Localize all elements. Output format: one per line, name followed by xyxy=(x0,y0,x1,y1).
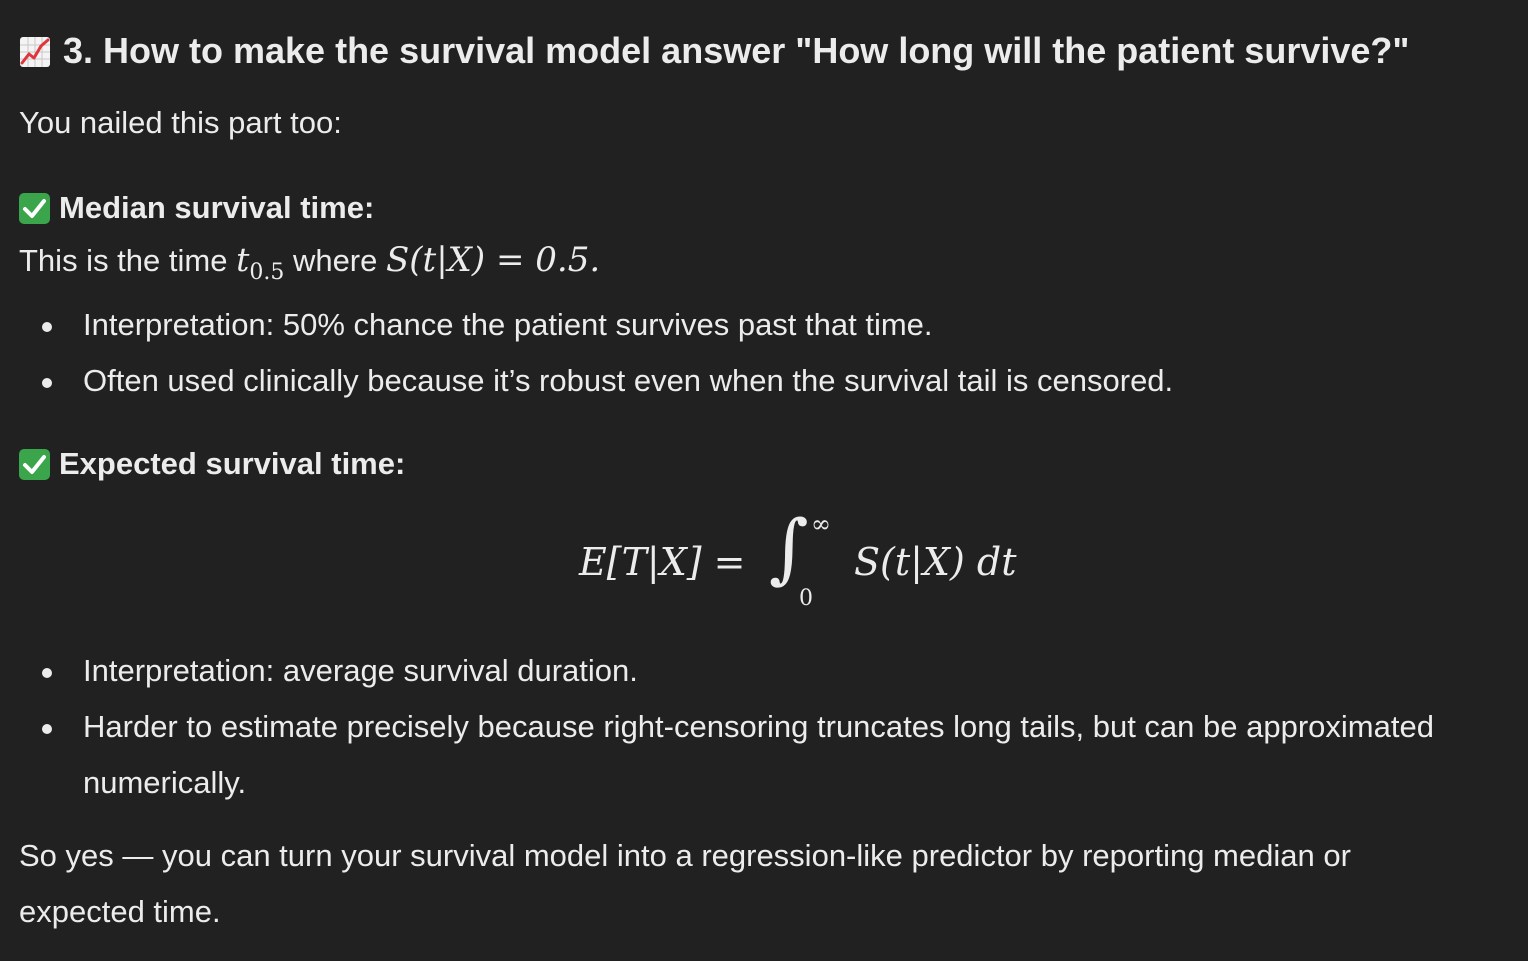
median-definition: This is the time t0.5 where S(t|X) = 0.5… xyxy=(19,240,601,285)
expected-bullets: Interpretation: average survival duratio… xyxy=(19,643,1519,811)
list-item: Often used clinically because it’s robus… xyxy=(19,353,1519,409)
list-item: Interpretation: 50% chance the patient s… xyxy=(19,297,1519,353)
integral-sign: ∫ xyxy=(769,503,809,592)
closing-paragraph: So yes — you can turn your survival mode… xyxy=(19,838,1351,929)
check-mark-button-icon xyxy=(19,192,50,224)
expected-subheading: Expected survival time: xyxy=(19,446,405,482)
median-equation: S(t|X) = 0.5. xyxy=(386,240,601,280)
t-symbol: t xyxy=(236,240,250,279)
expected-title: Expected survival time: xyxy=(59,446,406,481)
section-heading: 3. How to make the survival model answer… xyxy=(19,30,1409,72)
t-subscript: 0.5 xyxy=(249,260,285,285)
heading-text: 3. How to make the survival model answer… xyxy=(63,30,1410,71)
chart-increasing-icon xyxy=(19,35,51,67)
median-subheading: Median survival time: xyxy=(19,190,374,226)
median-bullets: Interpretation: 50% chance the patient s… xyxy=(19,297,1519,409)
formula-rhs: S(t|X) dt xyxy=(854,540,1017,584)
list-item: Harder to estimate precisely because rig… xyxy=(19,699,1519,811)
check-mark-button-icon xyxy=(19,448,50,480)
integral-lower-limit: 0 xyxy=(799,586,813,611)
median-line-prefix: This is the time xyxy=(19,243,237,278)
intro-text: You nailed this part too: xyxy=(19,105,342,140)
median-line-mid: where xyxy=(284,243,386,278)
list-item: Interpretation: average survival duratio… xyxy=(19,643,1519,699)
formula-lhs: E[T|X] = xyxy=(579,540,746,584)
median-title: Median survival time: xyxy=(59,190,375,225)
integral-upper-limit: ∞ xyxy=(811,510,831,538)
